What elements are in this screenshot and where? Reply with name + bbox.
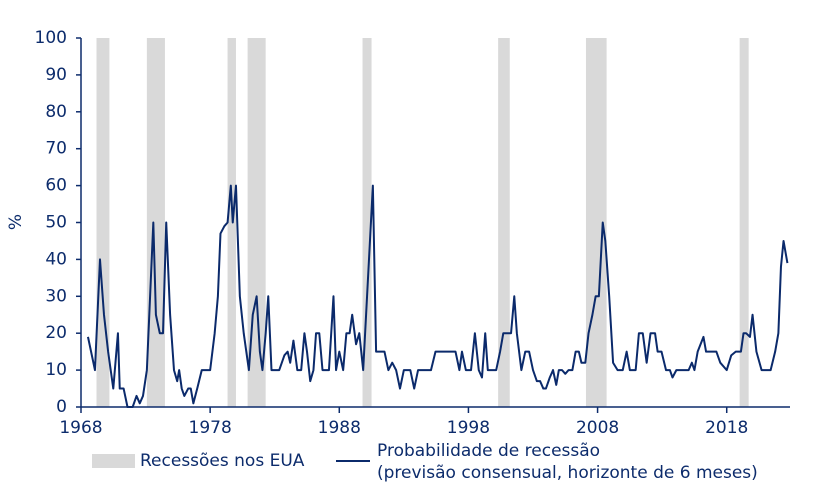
legend-swatch-bands (92, 454, 135, 468)
y-tick-label: 20 (45, 323, 67, 343)
x-tick-label: 1978 (189, 418, 232, 438)
y-tick-label: 70 (45, 139, 67, 159)
recession-band (146, 38, 165, 407)
y-tick-label: 0 (56, 397, 67, 417)
x-tick-label: 2008 (576, 418, 619, 438)
x-tick-label: 2018 (705, 418, 748, 438)
x-tick-label: 1968 (59, 418, 102, 438)
y-tick-label: 40 (45, 249, 67, 269)
recession-band (498, 38, 510, 407)
recession-band (585, 38, 607, 407)
y-tick-label: 60 (45, 176, 67, 196)
recession-band (362, 38, 372, 407)
x-tick-label: 1988 (318, 418, 361, 438)
legend-label: Probabilidade de recessão (previsão cons… (377, 441, 758, 483)
recession-band (96, 38, 110, 407)
y-tick-label: 30 (45, 286, 67, 306)
legend-label: Recessões nos EUA (140, 451, 305, 471)
y-axis-label: % (6, 214, 26, 230)
recession-band (739, 38, 749, 407)
y-tick-label: 90 (45, 65, 67, 85)
series-line (86, 184, 789, 408)
y-tick-label: 80 (45, 102, 67, 122)
y-tick-label: 100 (35, 28, 67, 48)
x-tick-label: 1998 (447, 418, 490, 438)
y-tick-label: 10 (45, 360, 67, 380)
y-tick-label: 50 (45, 213, 67, 233)
